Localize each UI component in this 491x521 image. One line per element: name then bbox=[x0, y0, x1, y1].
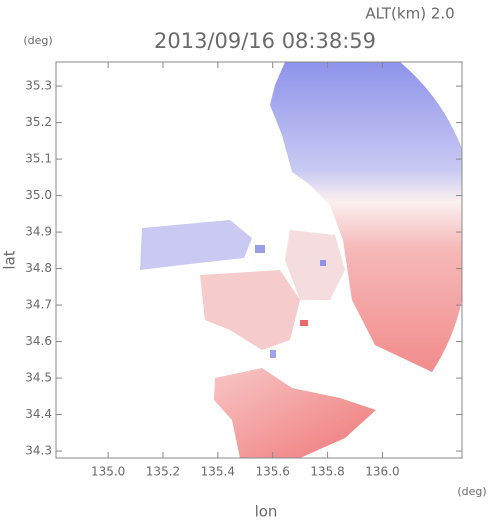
echo-south bbox=[214, 368, 376, 458]
y-tick-label: 34.6 bbox=[25, 334, 52, 348]
y-tick-label: 34.4 bbox=[25, 407, 52, 421]
altitude: ALT(km) 2.0 bbox=[365, 5, 454, 23]
echo-main bbox=[270, 62, 462, 372]
echo-center-east bbox=[285, 230, 345, 300]
x-unit: (deg) bbox=[457, 485, 486, 498]
y-tick-label: 34.9 bbox=[25, 225, 52, 239]
x-tick-label: 135.2 bbox=[146, 465, 180, 479]
y-tick-label: 35.0 bbox=[25, 188, 52, 202]
x-tick-label: 135.4 bbox=[201, 465, 235, 479]
echo-speck bbox=[300, 320, 308, 326]
timestamp: 2013/09/16 08:38:59 bbox=[154, 29, 376, 53]
echo-west bbox=[140, 220, 252, 270]
x-tick-label: 135.0 bbox=[91, 465, 125, 479]
x-tick-label: 135.8 bbox=[310, 465, 344, 479]
y-tick-label: 34.5 bbox=[25, 371, 52, 385]
x-tick-label: 135.6 bbox=[256, 465, 290, 479]
y-tick-label: 35.1 bbox=[25, 152, 52, 166]
x-axis-label: lon bbox=[255, 503, 278, 521]
y-tick-label: 34.3 bbox=[25, 444, 52, 458]
echo-speck bbox=[320, 260, 326, 266]
y-tick-label: 34.7 bbox=[25, 298, 52, 312]
x-tick-label: 136.0 bbox=[365, 465, 399, 479]
y-axis-label: lat bbox=[1, 250, 19, 269]
y-tick-label: 35.3 bbox=[25, 79, 52, 93]
y-tick-label: 35.2 bbox=[25, 115, 52, 129]
y-unit: (deg) bbox=[23, 34, 52, 47]
echo-speck bbox=[270, 350, 276, 358]
echo-speck bbox=[255, 245, 265, 253]
y-tick-label: 34.8 bbox=[25, 261, 52, 275]
echo-center bbox=[200, 270, 300, 350]
plot-frame bbox=[55, 61, 463, 459]
radar-echo bbox=[140, 62, 462, 458]
